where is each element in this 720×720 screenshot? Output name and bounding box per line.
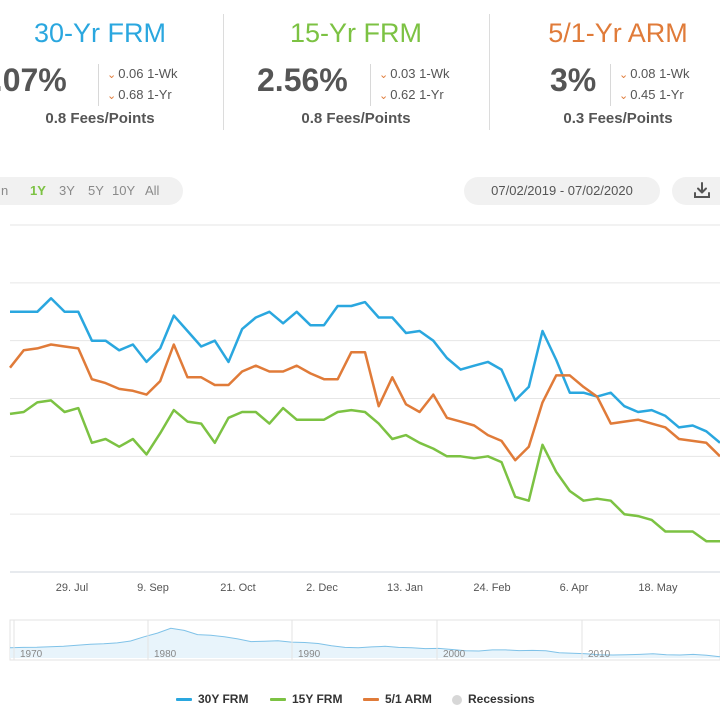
range-button-10y[interactable]: 10Y <box>112 183 136 198</box>
series-line-15y[interactable] <box>9 399 720 543</box>
card-divider <box>223 14 224 130</box>
card-changes: ⌄ 0.08 1-Wk ⌄ 0.45 1-Yr <box>610 64 689 106</box>
range-button-partial[interactable]: n <box>1 183 9 198</box>
card-fees: 0.8 Fees/Points <box>301 110 411 127</box>
x-tick-label: 24. Feb <box>473 582 510 594</box>
change-1wk: ⌄ 0.03 1-Wk <box>379 66 450 81</box>
x-tick-label: 21. Oct <box>220 582 255 594</box>
navigator-year-label: 2010 <box>588 649 611 660</box>
card-rate: 3.07% <box>0 62 67 98</box>
navigator-series-line <box>9 627 720 658</box>
legend-item-recessions[interactable]: Recessions <box>452 692 535 706</box>
card-fees: 0.3 Fees/Points <box>563 110 673 127</box>
card-title: 5/1-Yr ARM <box>548 18 688 48</box>
navigator-year-label: 1970 <box>20 649 43 660</box>
legend-item-arm[interactable]: 5/1 ARM <box>363 692 432 706</box>
legend-item-15y[interactable]: 15Y FRM <box>270 692 342 706</box>
down-arrow-icon: ⌄ <box>379 69 389 81</box>
change-1wk: ⌄ 0.08 1-Wk <box>619 66 690 81</box>
card-changes: ⌄ 0.03 1-Wk ⌄ 0.62 1-Yr <box>370 64 449 106</box>
range-button-1y[interactable]: 1Y <box>30 183 46 198</box>
change-1yr: ⌄ 0.68 1-Yr <box>107 87 172 102</box>
range-button-5y[interactable]: 5Y <box>88 183 104 198</box>
navigator-series-area <box>10 628 720 658</box>
navigator-year-label: 1980 <box>154 649 177 660</box>
series-line-arm[interactable] <box>9 343 720 462</box>
x-tick-label: 6. Apr <box>560 582 589 594</box>
card-divider <box>489 14 490 130</box>
down-arrow-icon: ⌄ <box>619 69 629 81</box>
change-1yr: ⌄ 0.45 1-Yr <box>619 87 684 102</box>
time-navigator[interactable]: 1970 1980 1990 2000 2010 <box>0 618 720 662</box>
change-1yr: ⌄ 0.62 1-Yr <box>379 87 444 102</box>
summary-card-arm: 5/1-Yr ARM 3% ⌄ 0.08 1-Wk ⌄ 0.45 1-Yr 0.3 … <box>490 0 720 140</box>
summary-card-15yr: 15-Yr FRM 2.56% ⌄ 0.03 1-Wk ⌄ 0.62 1-Yr 0.… <box>224 0 488 140</box>
down-arrow-icon: ⌄ <box>107 69 117 81</box>
card-rate: 3% <box>550 62 597 98</box>
download-button[interactable] <box>672 177 720 205</box>
range-button-all[interactable]: All <box>145 183 160 198</box>
download-icon <box>694 182 710 198</box>
x-tick-label: 2. Dec <box>306 582 338 594</box>
range-button-3y[interactable]: 3Y <box>59 183 75 198</box>
x-tick-label: 9. Sep <box>137 582 169 594</box>
card-changes: ⌄ 0.06 1-Wk ⌄ 0.68 1-Yr <box>98 64 177 106</box>
down-arrow-icon: ⌄ <box>619 90 629 102</box>
navigator-year-label: 1990 <box>298 649 321 660</box>
rate-chart: 29. Jul 9. Sep 21. Oct 2. Dec 13. Jan 24. Feb… <box>9 224 720 594</box>
recessions-dot-icon <box>452 694 462 705</box>
series-line-30y[interactable] <box>10 297 720 444</box>
x-tick-label: 13. Jan <box>387 582 423 594</box>
change-1wk: ⌄ 0.06 1-Wk <box>107 66 178 81</box>
legend-swatch <box>363 698 379 702</box>
x-tick-label: 18. May <box>638 582 678 594</box>
card-title: 30-Yr FRM <box>33 18 166 48</box>
legend-item-30y[interactable]: 30Y FRM <box>176 692 248 706</box>
card-rate: 2.56% <box>257 62 348 98</box>
x-tick-label: 29. Jul <box>56 582 88 594</box>
range-selector <box>0 177 183 205</box>
legend-swatch <box>270 698 286 702</box>
card-title: 15-Yr FRM <box>289 18 422 48</box>
card-fees: 0.8 Fees/Points <box>45 110 155 127</box>
navigator-year-label: 2000 <box>443 649 466 660</box>
down-arrow-icon: ⌄ <box>107 90 117 102</box>
date-range-picker[interactable]: 07/02/2019 - 07/02/2020 <box>464 177 660 205</box>
down-arrow-icon: ⌄ <box>379 90 389 102</box>
summary-card-30yr: 30-Yr FRM 3.07% ⌄0.06 1-Wk ⌄0.68 1-Yr 0.… <box>0 0 220 140</box>
legend-swatch <box>176 698 192 702</box>
